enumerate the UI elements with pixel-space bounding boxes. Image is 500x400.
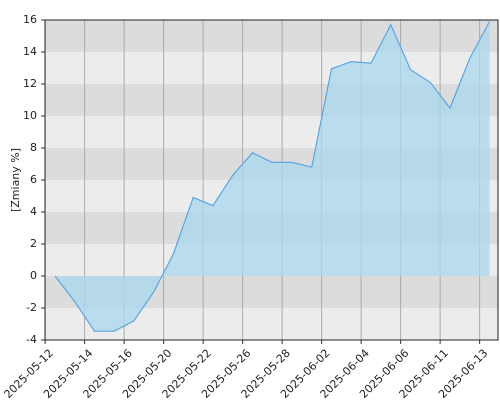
area (55, 21, 490, 332)
y-tick-label: 4 (30, 205, 37, 218)
y-tick-label: 2 (30, 237, 37, 250)
y-axis-label: [Zmiany %] (9, 148, 22, 212)
y-tick-label: 8 (30, 141, 37, 154)
band (45, 52, 498, 84)
band (45, 20, 498, 52)
y-tick-label: 10 (23, 109, 37, 122)
y-tick-label: -4 (26, 333, 37, 346)
line (54, 21, 491, 332)
y-tick-label: 14 (23, 45, 37, 58)
y-tick-label: 6 (30, 173, 37, 186)
y-tick-label: -2 (26, 301, 37, 314)
y-tick-label: 0 (30, 269, 37, 282)
plot-frame (44, 19, 499, 341)
y-tick-label: 12 (23, 77, 37, 90)
y-tick-label: 16 (23, 13, 37, 26)
